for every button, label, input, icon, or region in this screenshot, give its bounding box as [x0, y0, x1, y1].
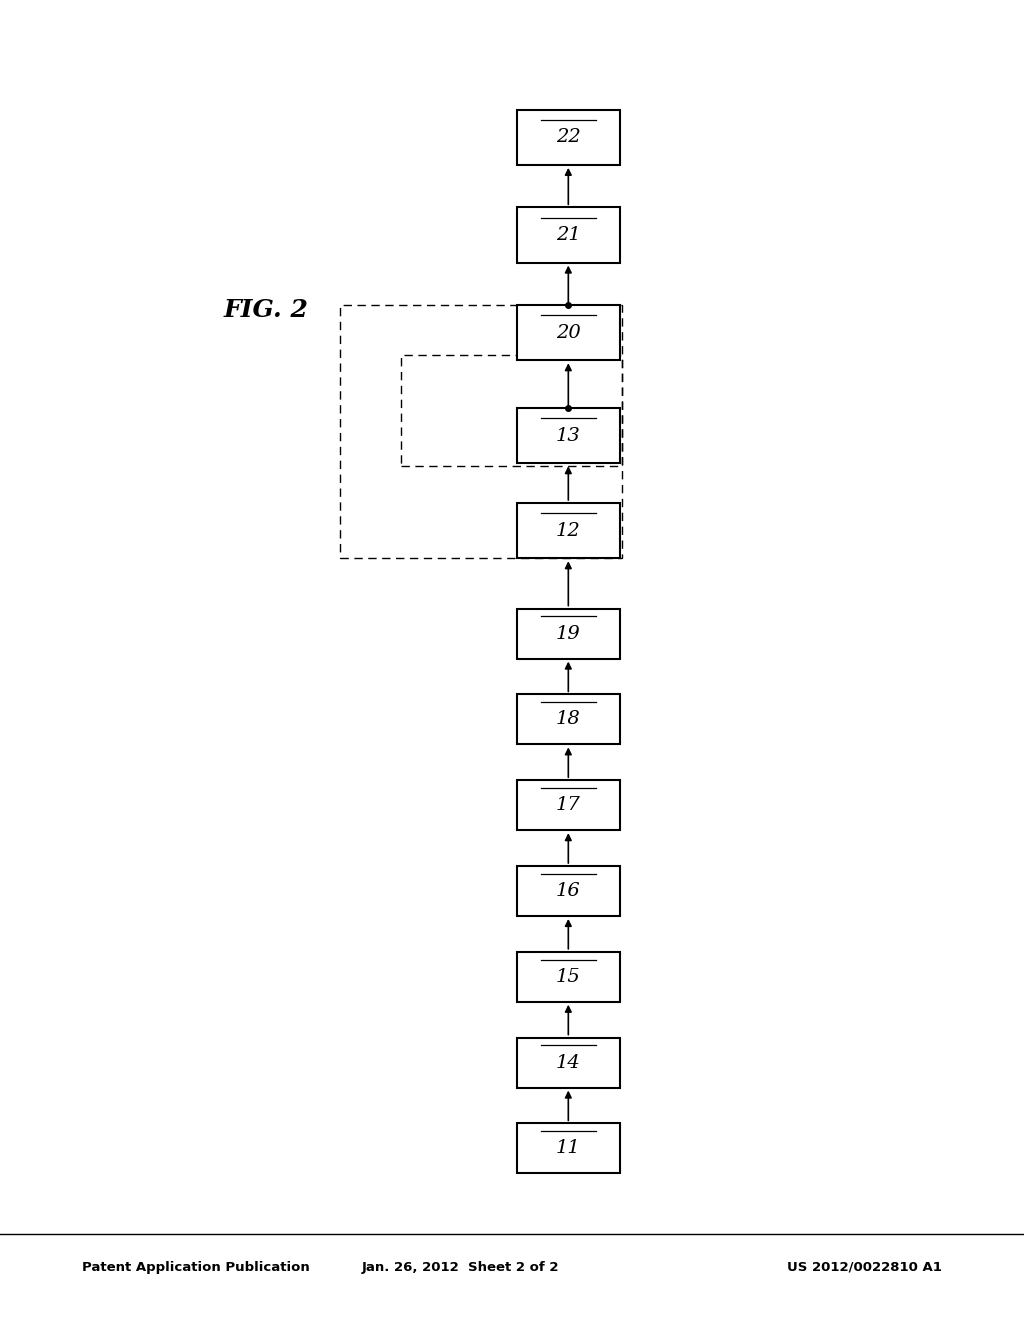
Text: 12: 12	[556, 521, 581, 540]
FancyBboxPatch shape	[517, 408, 620, 463]
FancyBboxPatch shape	[517, 305, 620, 360]
Text: FIG. 2: FIG. 2	[224, 298, 308, 322]
Text: Jan. 26, 2012  Sheet 2 of 2: Jan. 26, 2012 Sheet 2 of 2	[362, 1261, 559, 1274]
Text: Patent Application Publication: Patent Application Publication	[82, 1261, 309, 1274]
Text: 17: 17	[556, 796, 581, 814]
Text: 19: 19	[556, 624, 581, 643]
FancyBboxPatch shape	[517, 952, 620, 1002]
FancyBboxPatch shape	[517, 866, 620, 916]
FancyBboxPatch shape	[517, 694, 620, 744]
FancyBboxPatch shape	[517, 1038, 620, 1088]
Text: 13: 13	[556, 426, 581, 445]
FancyBboxPatch shape	[517, 780, 620, 830]
Bar	[401, 355, 622, 466]
FancyBboxPatch shape	[517, 110, 620, 165]
Text: 11: 11	[556, 1139, 581, 1158]
FancyBboxPatch shape	[517, 609, 620, 659]
Text: 20: 20	[556, 323, 581, 342]
Text: 14: 14	[556, 1053, 581, 1072]
FancyBboxPatch shape	[517, 503, 620, 558]
Text: 15: 15	[556, 968, 581, 986]
Text: US 2012/0022810 A1: US 2012/0022810 A1	[787, 1261, 942, 1274]
Text: 22: 22	[556, 128, 581, 147]
Text: 18: 18	[556, 710, 581, 729]
Bar	[340, 305, 622, 558]
Text: 16: 16	[556, 882, 581, 900]
FancyBboxPatch shape	[517, 207, 620, 263]
Text: 21: 21	[556, 226, 581, 244]
FancyBboxPatch shape	[517, 1123, 620, 1173]
